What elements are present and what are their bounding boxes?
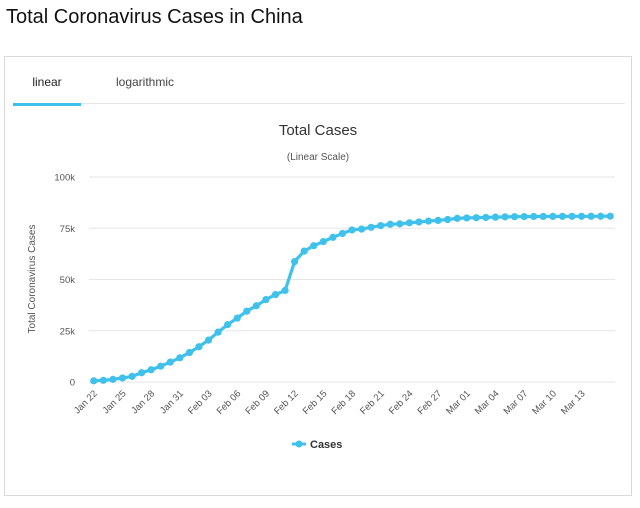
data-point[interactable] <box>195 343 203 351</box>
data-point[interactable] <box>281 286 289 295</box>
data-point[interactable] <box>453 214 461 222</box>
data-point[interactable] <box>319 237 327 246</box>
x-tick-label: Mar 10 <box>530 388 559 417</box>
tab-logarithmic[interactable]: logarithmic <box>115 75 175 89</box>
legend[interactable]: Cases <box>292 439 342 451</box>
data-point[interactable] <box>577 212 586 220</box>
chart-subtitle: (Linear Scale) <box>287 152 349 163</box>
data-point[interactable] <box>166 358 174 366</box>
data-point[interactable] <box>396 220 404 228</box>
x-tick-label: Mar 04 <box>473 388 502 417</box>
tab-linear[interactable]: linear <box>13 67 81 106</box>
data-point[interactable] <box>405 219 413 227</box>
data-point[interactable] <box>539 212 547 221</box>
legend-swatch-marker <box>295 440 303 448</box>
data-point[interactable] <box>357 225 366 233</box>
data-point[interactable] <box>606 212 614 220</box>
data-point[interactable] <box>118 374 127 382</box>
chart-card: linear logarithmic Total Cases (Linear S… <box>4 56 632 496</box>
x-tick-label: Mar 01 <box>444 388 473 417</box>
data-point[interactable] <box>204 336 213 344</box>
data-point[interactable] <box>501 213 509 221</box>
data-point[interactable] <box>444 215 452 224</box>
data-point[interactable] <box>348 226 356 234</box>
x-tick-label: Jan 25 <box>101 388 129 416</box>
data-point[interactable] <box>463 214 471 222</box>
data-point[interactable] <box>138 369 146 377</box>
data-point[interactable] <box>549 212 557 221</box>
x-axis-ticks: Jan 22 Jan 25 Jan 28 Jan 31 Feb 03 Feb 06 Feb … <box>72 388 588 417</box>
x-tick-label: Mar 07 <box>502 388 531 417</box>
x-tick-label: Jan 31 <box>158 388 186 416</box>
data-point[interactable] <box>510 213 519 221</box>
data-point[interactable] <box>271 290 280 299</box>
x-tick-label: Feb 06 <box>215 388 244 417</box>
data-point[interactable] <box>338 229 347 238</box>
y-axis-ticks: 0 25k 50k 75k 100k <box>54 173 75 389</box>
y-tick-label: 0 <box>70 378 75 389</box>
data-point[interactable] <box>377 222 385 230</box>
y-tick-label: 50k <box>60 275 76 286</box>
data-point[interactable] <box>262 296 270 304</box>
y-axis-label: Total Coronavirus Cases <box>27 225 38 334</box>
data-point[interactable] <box>424 217 433 225</box>
x-tick-label: Feb 15 <box>301 388 330 417</box>
data-point[interactable] <box>491 213 500 221</box>
x-tick-label: Feb 21 <box>358 388 387 417</box>
data-point[interactable] <box>568 212 576 220</box>
data-point[interactable] <box>157 362 165 370</box>
data-point[interactable] <box>176 354 184 362</box>
data-point[interactable] <box>530 212 538 221</box>
data-point[interactable] <box>329 233 337 241</box>
data-point[interactable] <box>434 216 442 225</box>
y-tick-label: 100k <box>54 173 75 184</box>
data-point[interactable] <box>128 372 136 380</box>
data-point[interactable] <box>587 212 595 220</box>
data-point[interactable] <box>99 376 107 384</box>
data-point[interactable] <box>252 302 260 310</box>
page-title: Total Coronavirus Cases in China <box>6 6 303 28</box>
data-point[interactable] <box>367 223 375 231</box>
data-point[interactable] <box>224 320 232 329</box>
data-point[interactable] <box>597 212 605 220</box>
x-tick-label: Feb 27 <box>416 388 445 417</box>
data-point[interactable] <box>243 307 251 315</box>
series-cases <box>90 212 614 385</box>
scale-tabs: linear logarithmic <box>13 67 625 106</box>
line-chart: Total Cases (Linear Scale) Total Coronav… <box>27 122 615 451</box>
legend-label-cases: Cases <box>310 439 342 451</box>
data-point[interactable] <box>90 377 98 385</box>
data-point[interactable] <box>310 242 318 250</box>
data-point[interactable] <box>109 375 117 383</box>
data-point[interactable] <box>185 348 194 357</box>
y-tick-label: 75k <box>60 224 76 235</box>
series-line-cases <box>93 214 611 383</box>
x-tick-label: Feb 03 <box>186 388 215 417</box>
x-tick-label: Jan 28 <box>129 388 157 416</box>
x-tick-label: Feb 18 <box>329 388 358 417</box>
data-point[interactable] <box>520 212 528 221</box>
data-point[interactable] <box>558 212 567 220</box>
data-point[interactable] <box>482 213 490 222</box>
x-tick-label: Mar 13 <box>559 388 588 417</box>
x-tick-label: Jan 22 <box>72 388 100 416</box>
data-point[interactable] <box>291 257 299 266</box>
x-tick-label: Feb 24 <box>387 388 416 417</box>
y-tick-label: 25k <box>60 326 76 337</box>
data-point[interactable] <box>233 314 241 322</box>
x-tick-label: Feb 09 <box>243 388 272 417</box>
data-point[interactable] <box>472 214 480 222</box>
x-tick-label: Feb 12 <box>272 388 301 417</box>
data-point[interactable] <box>147 366 155 374</box>
data-point[interactable] <box>214 328 222 336</box>
grid-lines <box>89 176 615 383</box>
data-point[interactable] <box>300 247 308 255</box>
data-point[interactable] <box>415 218 423 226</box>
chart-title: Total Cases <box>279 122 357 139</box>
data-point[interactable] <box>386 220 394 228</box>
